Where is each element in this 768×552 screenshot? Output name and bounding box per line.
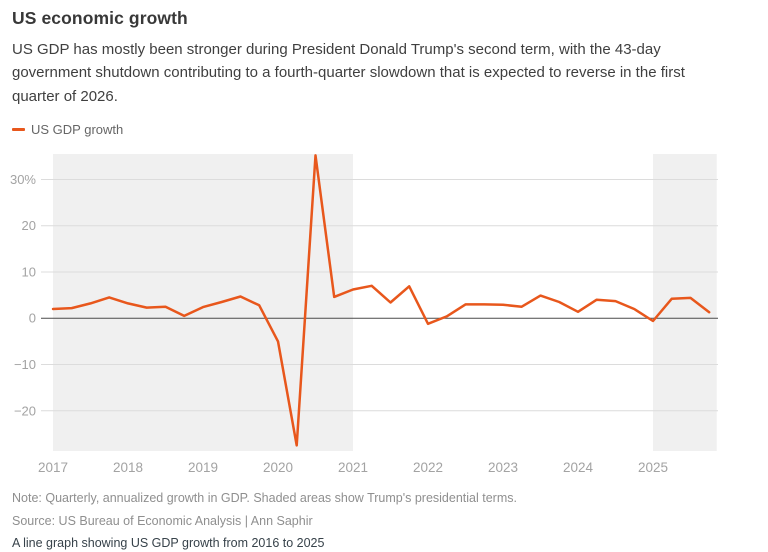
y-tick-label: 0	[29, 311, 36, 326]
chart-legend: US GDP growth	[12, 122, 756, 138]
y-tick-label: 20	[22, 218, 36, 233]
y-tick-label: −20	[14, 403, 36, 418]
x-tick-label: 2020	[263, 460, 293, 475]
presidential-term-shading	[53, 153, 353, 451]
y-tick-label: 30%	[10, 172, 36, 187]
chart-header: US economic growth US GDP has mostly bee…	[0, 0, 768, 138]
x-tick-label: 2018	[113, 460, 143, 475]
x-tick-label: 2025	[638, 460, 668, 475]
legend-line-swatch-icon	[12, 128, 25, 132]
y-tick-label: −10	[14, 357, 36, 372]
gdp-growth-line	[51, 154, 711, 447]
chart-source: Source: US Bureau of Economic Analysis |…	[12, 513, 313, 528]
gdp-growth-line-chart: 30% 20 10 0 −10 −20 2017 2018 2019 2020 2021 2022 20…	[0, 144, 768, 484]
x-tick-label: 2019	[188, 460, 218, 475]
x-tick-label: 2023	[488, 460, 518, 475]
x-tick-label: 2022	[413, 460, 443, 475]
chart-subtitle: US GDP has mostly been stronger during P…	[12, 41, 685, 105]
chart-note: Note: Quarterly, annualized growth in GD…	[12, 490, 517, 505]
x-tick-label: 2024	[563, 460, 594, 475]
chart-footer: Note: Quarterly, annualized growth in GD…	[0, 491, 768, 552]
chart-canvas: 30% 20 10 0 −10 −20 2017 2018 2019 2020 2021 2022 20…	[10, 153, 718, 475]
x-tick-label: 2021	[338, 460, 368, 475]
y-tick-label: 10	[22, 264, 36, 279]
page-title: US economic growth	[12, 8, 188, 28]
presidential-term-shading	[652, 153, 717, 451]
chart-alt-caption: A line graph showing US GDP growth from …	[12, 535, 325, 550]
x-tick-label: 2017	[38, 460, 68, 475]
legend-label: US GDP growth	[31, 122, 124, 138]
